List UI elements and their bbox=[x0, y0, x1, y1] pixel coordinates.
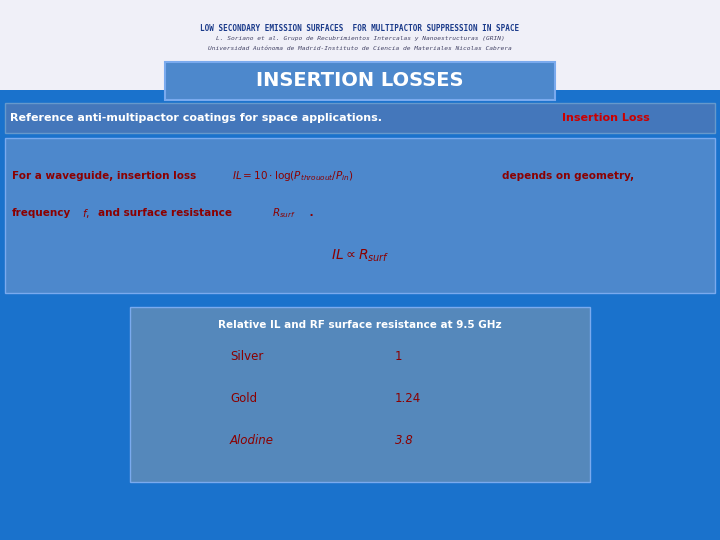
Text: 1: 1 bbox=[395, 350, 402, 363]
Text: L. Soriano et al. Grupo de Recubrimientos Intercalas y Nanoestructuras (GRIN): L. Soriano et al. Grupo de Recubrimiento… bbox=[215, 36, 505, 41]
Text: and surface resistance: and surface resistance bbox=[98, 208, 232, 218]
Text: Gold: Gold bbox=[230, 393, 257, 406]
Text: Alodine: Alodine bbox=[230, 435, 274, 448]
Text: Silver: Silver bbox=[230, 350, 264, 363]
Text: INSERTION LOSSES: INSERTION LOSSES bbox=[256, 71, 464, 91]
Text: Reference anti-multipactor coatings for space applications.: Reference anti-multipactor coatings for … bbox=[10, 113, 382, 123]
Bar bbox=[5, 103, 715, 133]
Text: LOW SECONDARY EMISSION SURFACES  FOR MULTIPACTOR SUPPRESSION IN SPACE: LOW SECONDARY EMISSION SURFACES FOR MULT… bbox=[200, 24, 520, 33]
Text: For a waveguide, insertion loss: For a waveguide, insertion loss bbox=[12, 171, 197, 181]
Text: Insertion Loss: Insertion Loss bbox=[562, 113, 649, 123]
Bar bbox=[165, 62, 555, 100]
Text: $\mathit{f}$,: $\mathit{f}$, bbox=[82, 206, 90, 219]
Text: $\mathit{R}_{surf}$: $\mathit{R}_{surf}$ bbox=[272, 206, 296, 220]
Text: Relative IL and RF surface resistance at 9.5 GHz: Relative IL and RF surface resistance at… bbox=[218, 320, 502, 330]
Text: depends on geometry,: depends on geometry, bbox=[502, 171, 634, 181]
Text: 1.24: 1.24 bbox=[395, 393, 421, 406]
Text: frequency: frequency bbox=[12, 208, 71, 218]
Text: .: . bbox=[306, 208, 314, 218]
Text: 3.8: 3.8 bbox=[395, 435, 414, 448]
Text: Universidad Autónoma de Madrid-Instituto de Ciencia de Materiales Nicolas Cabrer: Universidad Autónoma de Madrid-Instituto… bbox=[208, 46, 512, 51]
Bar bbox=[0, 0, 720, 90]
Bar bbox=[5, 138, 715, 293]
Text: $\mathit{IL} = 10 \cdot \log(P_{throuout}/P_{in})$: $\mathit{IL} = 10 \cdot \log(P_{throuout… bbox=[232, 169, 354, 183]
Bar bbox=[130, 307, 590, 482]
Text: $\mathit{IL} \propto \mathit{R}_{surf}$: $\mathit{IL} \propto \mathit{R}_{surf}$ bbox=[330, 248, 390, 264]
